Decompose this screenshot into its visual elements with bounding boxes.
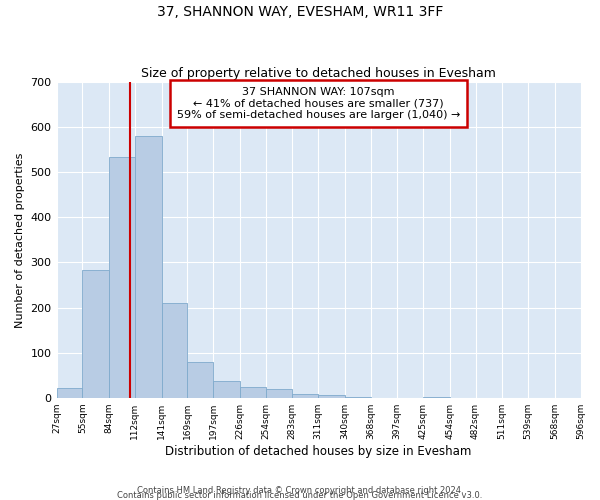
Bar	[135, 136, 161, 398]
Bar	[318, 396, 345, 398]
X-axis label: Distribution of detached houses by size in Evesham: Distribution of detached houses by size …	[166, 444, 472, 458]
Bar	[292, 394, 318, 398]
Text: 37, SHANNON WAY, EVESHAM, WR11 3FF: 37, SHANNON WAY, EVESHAM, WR11 3FF	[157, 5, 443, 19]
Bar	[82, 270, 109, 398]
Title: Size of property relative to detached houses in Evesham: Size of property relative to detached ho…	[141, 66, 496, 80]
Bar	[161, 302, 187, 398]
Y-axis label: Number of detached properties: Number of detached properties	[15, 152, 25, 328]
Bar	[213, 382, 240, 398]
Bar	[240, 387, 266, 398]
Bar	[266, 389, 292, 398]
Text: 37 SHANNON WAY: 107sqm
← 41% of detached houses are smaller (737)
59% of semi-de: 37 SHANNON WAY: 107sqm ← 41% of detached…	[177, 87, 460, 120]
Bar	[56, 388, 82, 398]
Bar	[187, 362, 213, 398]
Text: Contains HM Land Registry data © Crown copyright and database right 2024.: Contains HM Land Registry data © Crown c…	[137, 486, 463, 495]
Bar	[109, 157, 135, 398]
Text: Contains public sector information licensed under the Open Government Licence v3: Contains public sector information licen…	[118, 490, 482, 500]
